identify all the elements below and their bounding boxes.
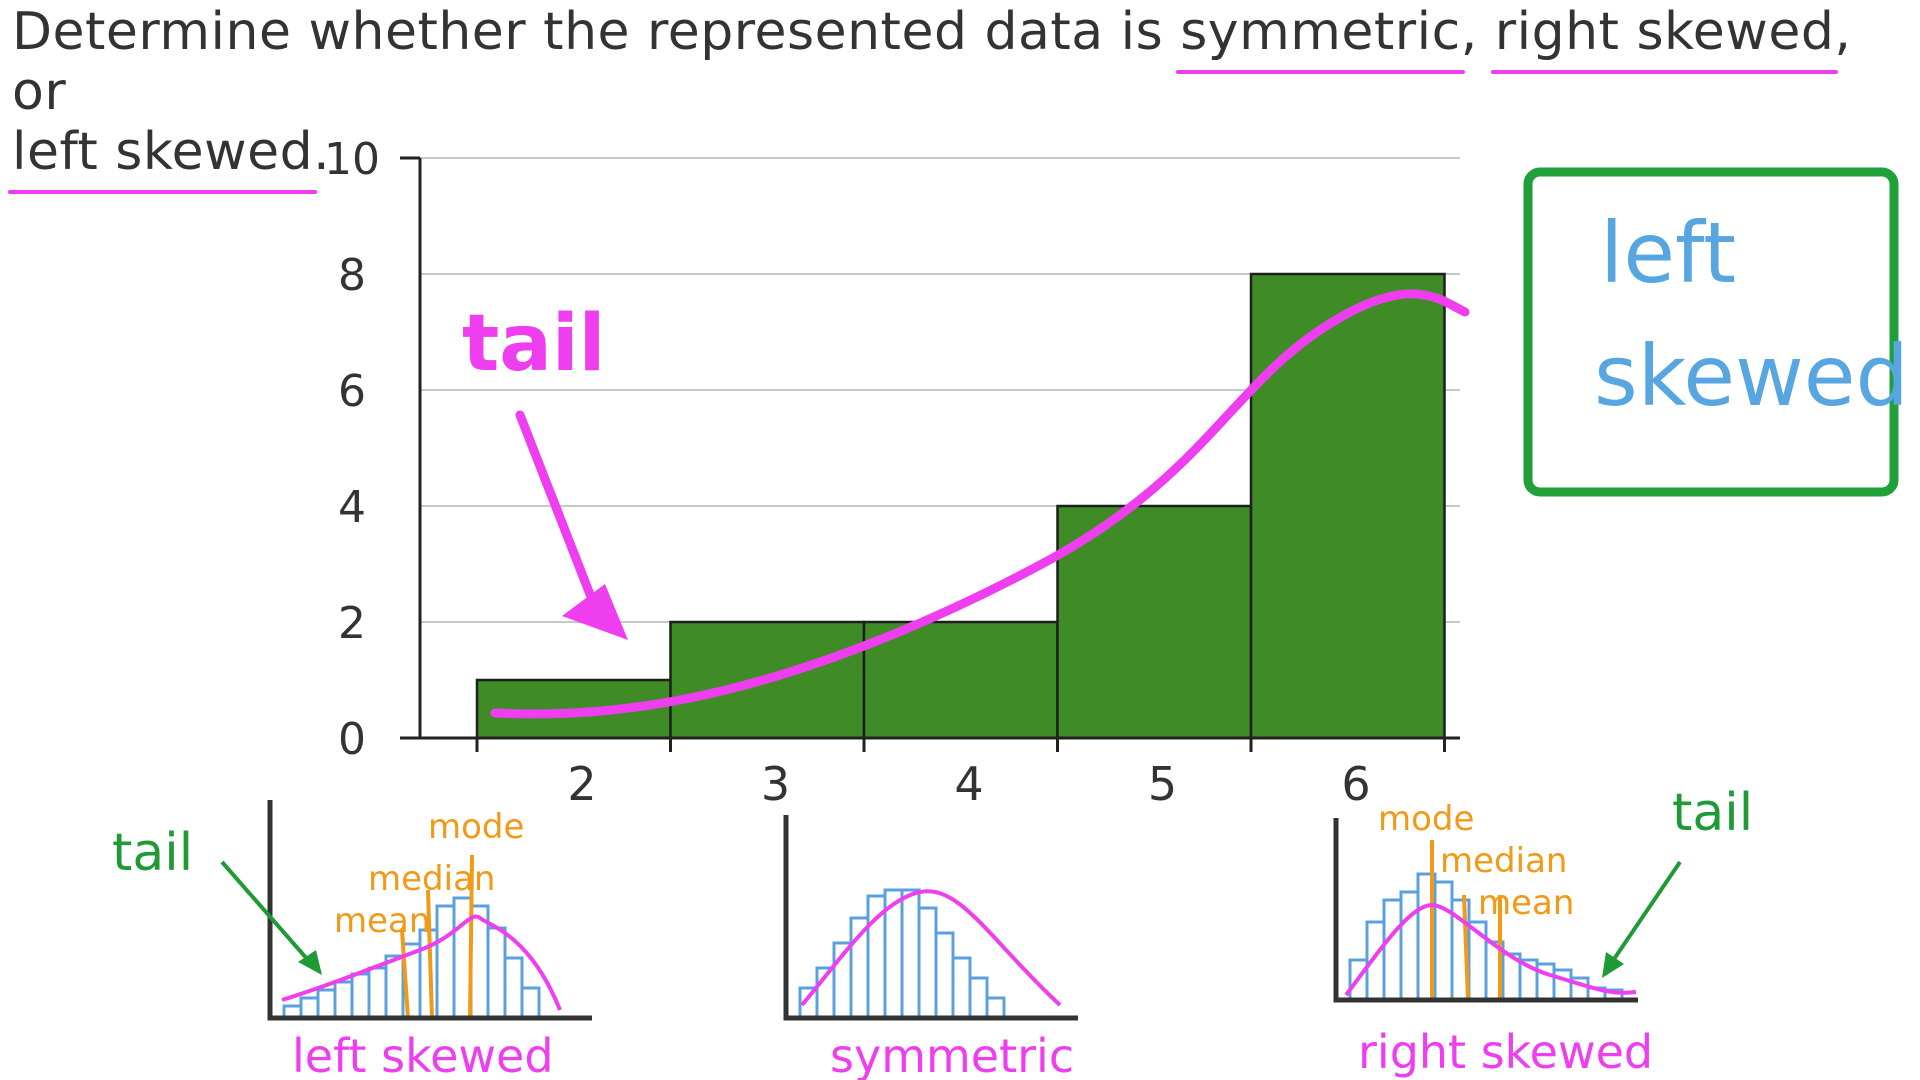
- ref-bar: [350, 972, 371, 1020]
- ref-right-caption: right skewed: [1358, 1025, 1653, 1079]
- option-right-skewed: right skewed: [1490, 2, 1838, 74]
- x-tick-label: 3: [761, 757, 790, 811]
- ref-curve: [800, 889, 1062, 1007]
- ref-curve: [1344, 902, 1637, 997]
- bar-6: [1249, 272, 1446, 740]
- y-tick-label: 6: [338, 366, 366, 417]
- ref-axes: [1333, 818, 1638, 1003]
- trend-curve-group: [490, 289, 1470, 719]
- ref-bar: [299, 996, 320, 1020]
- ref-right-tail-arrowhead-icon: [1602, 952, 1624, 978]
- ref-bar: [900, 888, 921, 1020]
- answer-box: [1523, 167, 1899, 497]
- ref-bar: [503, 956, 524, 1020]
- trend-curve: [490, 289, 1470, 719]
- ref-right-mean: mean: [1478, 883, 1574, 923]
- ref-bar: [1399, 890, 1420, 1002]
- y-tick-label: 10: [324, 134, 380, 185]
- ref-bar: [384, 954, 405, 1020]
- ref-bar: [1433, 880, 1454, 1002]
- bar-4: [862, 620, 1059, 740]
- ref-axes: [267, 800, 592, 1021]
- ref-right-tail-arrow-icon: [1610, 860, 1682, 964]
- ref-curve: [281, 914, 562, 1011]
- x-tick-label: 4: [954, 757, 983, 811]
- bar-3: [669, 620, 866, 740]
- ref-left-caption: left skewed: [292, 1029, 554, 1080]
- answer-line1: left: [1600, 204, 1736, 302]
- ref-bar: [486, 926, 507, 1020]
- tail-annotation: tail: [462, 299, 605, 389]
- ref-bar: [985, 996, 1006, 1020]
- question-text: Determine whether the represented data i…: [7, 2, 1912, 194]
- ref-bar: [1382, 898, 1403, 1002]
- y-tick-label: 8: [338, 250, 366, 301]
- ref-bar: [951, 956, 972, 1020]
- ref-symmetric-caption: symmetric: [830, 1029, 1074, 1080]
- axes: [400, 156, 1460, 752]
- ref-left-mean: mean: [334, 901, 430, 941]
- ref-right-tail: tail: [1672, 783, 1753, 843]
- reference-right-skewed: [1333, 818, 1682, 1003]
- reference-left-skewed: [220, 800, 592, 1021]
- ref-right-median: median: [1440, 841, 1567, 881]
- tail-arrowhead-icon: [562, 584, 628, 640]
- option-left-skewed: left skewed: [7, 122, 318, 194]
- tail-arrow-icon: [515, 410, 605, 625]
- x-tick-label: 6: [1341, 757, 1370, 811]
- ref-bar: [1552, 968, 1573, 1002]
- ref-bar: [934, 931, 955, 1020]
- ref-axes: [783, 815, 1078, 1021]
- ref-bar: [333, 980, 354, 1020]
- ref-left-mode: mode: [428, 807, 524, 847]
- question-part3: .: [313, 122, 331, 182]
- question-part1: Determine whether the represented data i…: [12, 2, 1181, 62]
- ref-bar: [367, 966, 388, 1020]
- ref-left-tail-arrow-icon: [220, 860, 310, 962]
- ref-left-tail: tail: [112, 823, 193, 883]
- x-tick-label: 5: [1148, 757, 1177, 811]
- ref-stat-line: [468, 854, 474, 1019]
- ref-bar: [968, 976, 989, 1020]
- ref-bar: [316, 988, 337, 1020]
- ref-stat-line: [1462, 894, 1470, 1001]
- y-tick-label: 2: [338, 598, 366, 649]
- ref-left-tail-arrowhead-icon: [298, 950, 322, 975]
- question-sep: ,: [1460, 2, 1495, 62]
- option-symmetric: symmetric: [1176, 2, 1466, 74]
- y-tick-label: 4: [338, 482, 366, 533]
- answer-line2: skewed: [1594, 327, 1909, 425]
- ref-bar: [435, 904, 456, 1020]
- x-tick-label: 2: [567, 757, 596, 811]
- x-tick-labels: 2 3 4 5 6: [567, 757, 1370, 811]
- ref-stat-line: [426, 889, 434, 1019]
- ref-right-mode: mode: [1378, 799, 1474, 839]
- y-tick-label: 0: [338, 714, 366, 765]
- y-tick-labels: 0 2 4 6 8 10: [324, 134, 380, 765]
- ref-stat-line: [400, 929, 410, 1019]
- bars: [475, 272, 1446, 740]
- bar-5: [1056, 504, 1253, 740]
- ref-left-median: median: [368, 859, 495, 899]
- ref-bar: [917, 906, 938, 1020]
- question-part2: , or: [12, 2, 1852, 122]
- reference-symmetric: [783, 815, 1078, 1021]
- ref-bar: [520, 986, 541, 1020]
